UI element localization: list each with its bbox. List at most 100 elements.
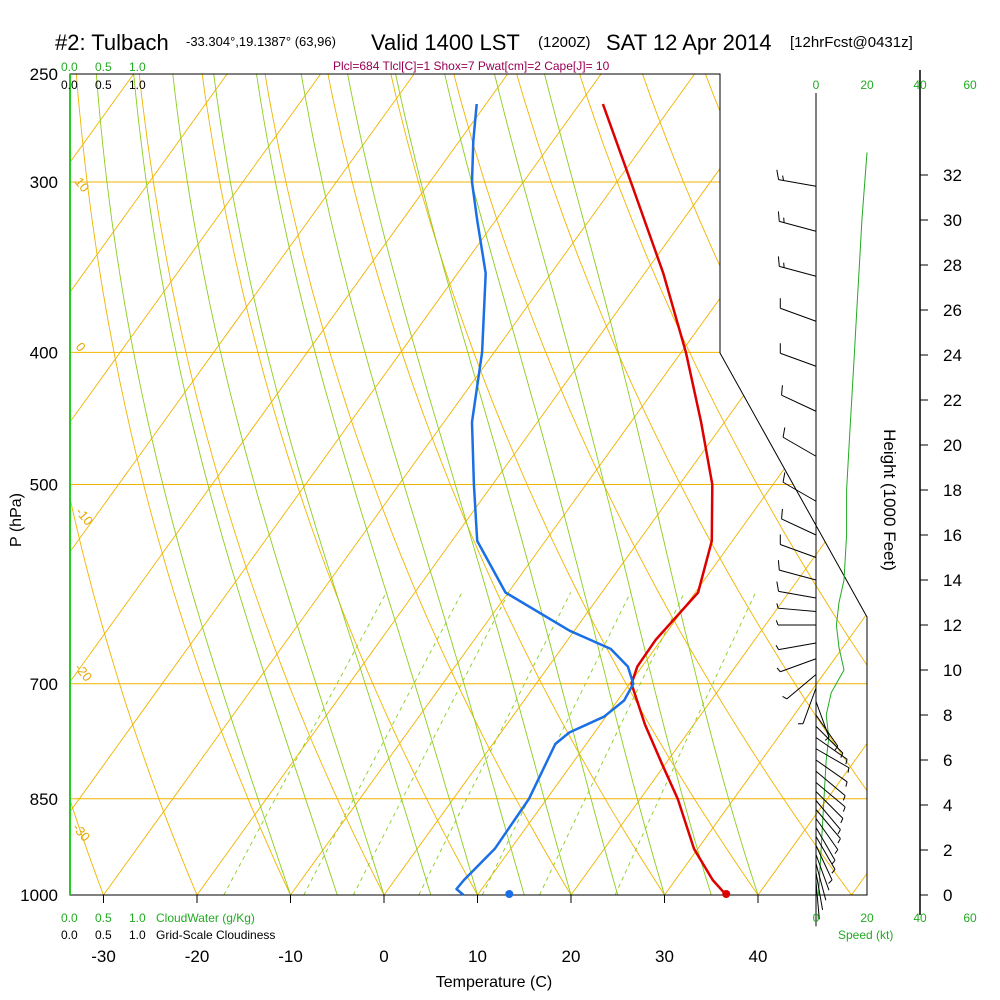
isotherm-line xyxy=(70,74,321,895)
dry-adiabat-line xyxy=(70,74,198,895)
wind-barb xyxy=(815,881,820,920)
x-tick-label: -10 xyxy=(278,947,303,966)
x-axis-title: Temperature (C) xyxy=(436,974,552,991)
speed-tick-bottom: 60 xyxy=(963,911,977,925)
wind-barb-flag xyxy=(777,560,780,571)
wind-barb xyxy=(778,179,817,187)
surface-temperature-marker xyxy=(722,890,731,898)
cloud-bot-green-0: 0.0 xyxy=(61,911,78,925)
wind-barb xyxy=(815,782,846,808)
pressure-tick-850: 850 xyxy=(30,790,58,809)
cloud-scale-top: 0.0 0.5 1.0 0.0 0.5 1.0 xyxy=(61,60,146,92)
mixing-ratio-line xyxy=(418,592,572,895)
wind-barb-flag xyxy=(777,256,780,267)
x-tick-label: -30 xyxy=(91,947,116,966)
wind-barb-half-flag xyxy=(776,667,781,673)
isotherm-line xyxy=(70,74,508,895)
wind-barb xyxy=(782,481,817,502)
cloud-bot-black-1: 0.5 xyxy=(95,928,112,942)
cloud-top-black-2: 1.0 xyxy=(129,78,146,92)
wind-barb xyxy=(815,725,844,754)
speed-tick-top: 40 xyxy=(913,78,927,92)
height-tick-label: 16 xyxy=(943,526,962,545)
isotherm-label: 10 xyxy=(749,355,777,383)
profiles xyxy=(455,103,731,898)
cloud-top-green-2: 1.0 xyxy=(129,60,146,74)
wind-barb xyxy=(781,394,817,412)
dewpoint-line xyxy=(455,103,635,896)
cloud-top-black-1: 0.5 xyxy=(95,78,112,92)
wind-barb-half-flag xyxy=(831,869,836,874)
moist-adiabat-line xyxy=(444,74,665,895)
wind-panel xyxy=(775,93,868,927)
wind-barb xyxy=(815,791,844,819)
wind-barb-half-flag xyxy=(845,781,848,787)
height-tick-label: 26 xyxy=(943,301,962,320)
x-tick-label: 10 xyxy=(468,947,487,966)
isotherm-line xyxy=(851,74,867,895)
wind-barb xyxy=(815,737,848,760)
moist-adiabat-line xyxy=(395,74,619,895)
wind-barb xyxy=(815,854,830,891)
wind-barb xyxy=(780,307,817,322)
wind-barb-half-flag xyxy=(840,818,844,824)
isotherm-line xyxy=(290,74,867,895)
mixing-ratio-line xyxy=(614,592,757,895)
wind-barb-half-flag xyxy=(824,736,830,741)
height-tick-label: 0 xyxy=(943,886,952,905)
moist-adiabat-line xyxy=(172,74,385,895)
cloud-scale-bottom: 0.0 0.5 1.0 CloudWater (g/Kg) 0.0 0.5 1.… xyxy=(61,911,275,942)
isotherm-label: 20 xyxy=(795,442,823,470)
cloud-bot-green-2: 1.0 xyxy=(129,911,146,925)
wind-barb-flag xyxy=(776,169,780,180)
moist-adiabat-line xyxy=(544,74,759,895)
valid-time: Valid 1400 LST xyxy=(371,30,520,55)
wind-barb-half-flag xyxy=(775,645,780,650)
cloud-bot-black-0: 0.0 xyxy=(61,928,78,942)
isotherm-line xyxy=(70,74,602,895)
wind-barb-half-flag xyxy=(837,829,841,835)
wind-barb-half-flag xyxy=(834,745,839,751)
wind-barb-half-flag xyxy=(834,849,839,855)
dry-adiabat-line xyxy=(198,74,478,895)
cloud-top-green-1: 0.5 xyxy=(95,60,112,74)
wind-barb-flag xyxy=(782,427,786,438)
mixing-ratio-label: 2 xyxy=(302,903,319,917)
forecast-info: [12hrFcst@0431z] xyxy=(790,34,913,51)
wind-barb xyxy=(815,800,841,830)
mixing-ratio-label: 3 xyxy=(352,900,369,914)
wind-barb xyxy=(786,674,817,700)
wind-barb xyxy=(815,701,830,738)
wind-barb-flag xyxy=(776,581,780,592)
speed-tick-bottom: 20 xyxy=(860,911,874,925)
x-tick-label: 0 xyxy=(379,947,388,966)
wind-barb-half-flag xyxy=(775,620,779,626)
speed-axis-title: Speed (kt) xyxy=(838,928,893,942)
height-tick-label: 28 xyxy=(943,256,962,275)
height-tick-label: 32 xyxy=(943,166,962,185)
mixing-ratio-label: 5 xyxy=(415,904,432,918)
pressure-tick-250: 250 xyxy=(30,65,58,84)
dry-adiabat-line xyxy=(136,74,385,895)
height-tick-label: 12 xyxy=(943,616,962,635)
wind-barb xyxy=(778,590,817,599)
wind-barb-flag xyxy=(782,472,786,483)
moist-adiabat-line xyxy=(213,74,432,895)
wind-barb xyxy=(815,827,836,861)
wind-barb-flag xyxy=(781,385,783,396)
wind-barb xyxy=(815,872,824,911)
dry-adiabat-line xyxy=(571,74,867,895)
isotherm-label: 30 xyxy=(845,532,873,560)
wind-barb-half-flag xyxy=(782,695,788,700)
wind-barb-half-flag xyxy=(847,767,850,773)
height-tick-label: 24 xyxy=(943,346,962,365)
moist-adiabat-line xyxy=(347,74,572,895)
mixing-ratio-line xyxy=(303,592,463,895)
height-tick-label: 30 xyxy=(943,211,962,230)
wind-barb-half-flag xyxy=(782,175,784,181)
height-tick-label: 10 xyxy=(943,661,962,680)
height-tick-label: 22 xyxy=(943,391,962,410)
pressure-tick-300: 300 xyxy=(30,173,58,192)
wind-barb-half-flag xyxy=(837,838,841,844)
